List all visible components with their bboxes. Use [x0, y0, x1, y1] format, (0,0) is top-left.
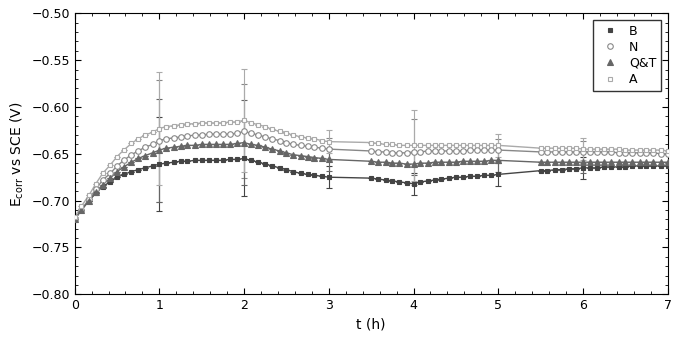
N [579, 150, 587, 154]
B [579, 166, 587, 170]
Line: N: N [72, 129, 670, 222]
Q&T [615, 160, 623, 164]
B [615, 165, 623, 169]
Y-axis label: E$_\mathregular{corr}$ vs SCE (V): E$_\mathregular{corr}$ vs SCE (V) [8, 101, 26, 207]
B [558, 168, 566, 172]
N [615, 151, 623, 155]
Legend: B, N, Q&T, A: B, N, Q&T, A [593, 20, 662, 91]
N [558, 150, 566, 154]
Q&T [558, 160, 566, 164]
Q&T [579, 160, 587, 164]
B [71, 217, 79, 221]
A [113, 155, 121, 159]
Line: A: A [72, 118, 670, 220]
B [113, 175, 121, 179]
Q&T [71, 217, 79, 221]
N [664, 152, 672, 156]
A [664, 149, 672, 153]
A [543, 146, 551, 150]
Q&T [543, 160, 551, 164]
N [113, 164, 121, 168]
Line: B: B [72, 156, 670, 222]
N [71, 217, 79, 221]
B [543, 169, 551, 173]
A [558, 146, 566, 150]
A [564, 146, 573, 150]
A [579, 147, 587, 151]
B [564, 167, 573, 171]
Q&T [240, 140, 248, 144]
Q&T [113, 170, 121, 174]
A [615, 147, 623, 151]
N [240, 129, 248, 133]
B [664, 164, 672, 168]
A [240, 118, 248, 122]
X-axis label: t (h): t (h) [356, 318, 386, 332]
Q&T [664, 160, 672, 164]
B [240, 156, 248, 160]
Q&T [564, 160, 573, 164]
N [543, 150, 551, 154]
Line: Q&T: Q&T [72, 140, 670, 222]
N [564, 150, 573, 154]
A [71, 216, 79, 220]
